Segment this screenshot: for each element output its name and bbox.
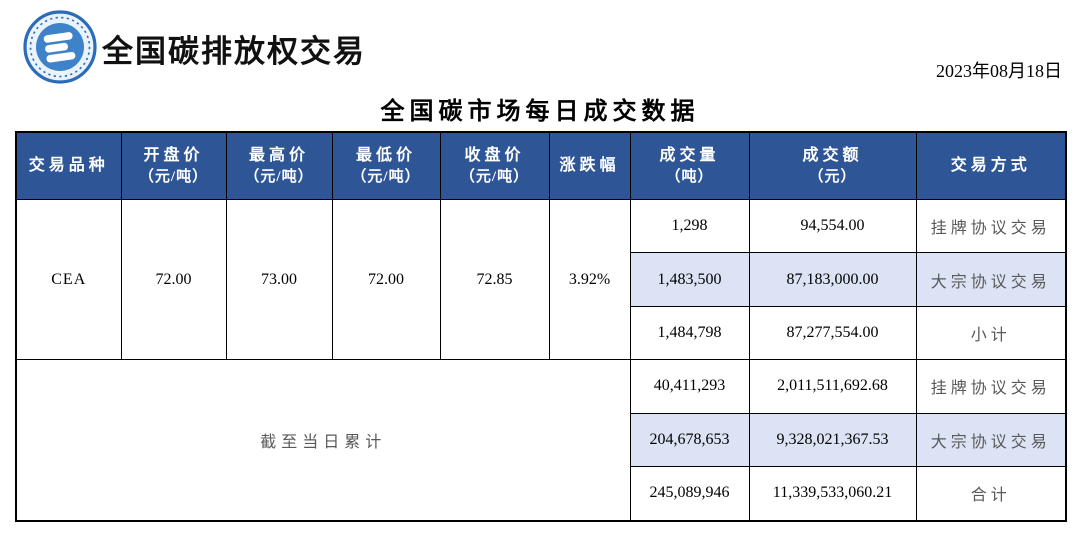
col-header-open: 开盘价 （元/吨）: [120, 131, 227, 200]
report-date: 2023年08月18日: [936, 61, 1062, 81]
cumulative-label-cell: 截至当日累计: [15, 359, 631, 522]
cumulative-row-total: 245,089,946 11,339,533,060.21 合计: [16, 465, 1067, 522]
col-header-label: 交易方式: [950, 157, 1031, 175]
col-header-label: 涨跌幅: [559, 157, 620, 175]
col-header-amount: 成交额 （元）: [748, 131, 917, 200]
volume-cell: 40,411,293: [629, 359, 750, 414]
volume-cell: 1,484,798: [629, 305, 750, 361]
col-header-unit: （元/吨）: [138, 168, 209, 185]
method-cell: 合计: [915, 465, 1067, 522]
col-header-volume: 成交量 （吨）: [629, 131, 750, 200]
cumulative-row-listed: 截至当日累计 40,411,293 2,011,511,692.68 挂牌协议交…: [15, 359, 1067, 522]
high-price-cell: 73.00: [225, 198, 333, 361]
amount-cell: 94,554.00: [748, 198, 917, 254]
amount-cell: 87,277,554.00: [748, 305, 917, 361]
method-cell: 大宗协议交易: [915, 412, 1067, 467]
col-header-label: 成交额: [802, 146, 863, 164]
volume-cell: 1,483,500: [629, 252, 750, 307]
brand-title: 全国碳排放权交易: [102, 34, 366, 69]
page-title: 全国碳市场每日成交数据: [380, 99, 700, 125]
col-header-unit: （元/吨）: [459, 168, 530, 185]
col-header-low: 最低价 （元/吨）: [331, 131, 441, 200]
col-header-product: 交易品种: [15, 131, 122, 200]
col-header-label: 最高价: [248, 146, 309, 164]
col-header-high: 最高价 （元/吨）: [225, 131, 333, 200]
method-cell: 挂牌协议交易: [915, 359, 1067, 414]
col-header-unit: （元/吨）: [351, 168, 421, 185]
col-header-label: 开盘价: [143, 146, 204, 164]
product-cell: CEA: [15, 198, 122, 361]
open-price-cell: 72.00: [120, 198, 227, 361]
col-header-unit: （元）: [808, 168, 857, 185]
col-header-label: 收盘价: [464, 146, 525, 164]
amount-cell: 2,011,511,692.68: [748, 359, 917, 414]
daily-row-listed: CEA 72.00 73.00 72.00 72.85 3.92% 1,298 …: [15, 198, 1067, 361]
col-header-label: 交易品种: [28, 157, 109, 175]
header-row: 交易品种 开盘价 （元/吨） 最高价 （元/吨） 最低价 （元/吨） 收盘价 （元/吨）…: [15, 131, 1067, 200]
amount-cell: 11,339,533,060.21: [748, 465, 917, 522]
change-percent-cell: 3.92%: [548, 198, 631, 361]
volume-cell: 245,089,946: [629, 465, 750, 522]
col-header-close: 收盘价 （元/吨）: [439, 131, 550, 200]
col-header-label: 成交量: [659, 146, 720, 164]
amount-cell: 87,183,000.00: [748, 252, 917, 307]
close-price-cell: 72.85: [439, 198, 550, 361]
daily-trading-table: 交易品种 开盘价 （元/吨） 最高价 （元/吨） 最低价 （元/吨） 收盘价 （元/吨）…: [15, 131, 1067, 522]
col-header-label: 最低价: [355, 146, 416, 164]
amount-cell: 9,328,021,367.53: [748, 412, 917, 467]
col-header-method: 交易方式: [915, 131, 1067, 200]
method-cell: 小计: [915, 305, 1067, 361]
volume-cell: 204,678,653: [629, 412, 750, 467]
col-header-unit: （吨）: [665, 168, 714, 185]
low-price-cell: 72.00: [331, 198, 441, 361]
daily-row-subtotal: 1,484,798 87,277,554.00 小计: [16, 305, 1067, 361]
method-cell: 挂牌协议交易: [915, 198, 1067, 254]
col-header-change: 涨跌幅: [548, 131, 631, 200]
carbon-exchange-logo-icon: [23, 10, 97, 84]
volume-cell: 1,298: [629, 198, 750, 254]
daily-row-block: 1,483,500 87,183,000.00 大宗协议交易: [16, 252, 1067, 307]
col-header-unit: （元/吨）: [244, 168, 314, 185]
method-cell: 大宗协议交易: [915, 252, 1067, 307]
cumulative-row-block: 204,678,653 9,328,021,367.53 大宗协议交易: [16, 412, 1067, 467]
